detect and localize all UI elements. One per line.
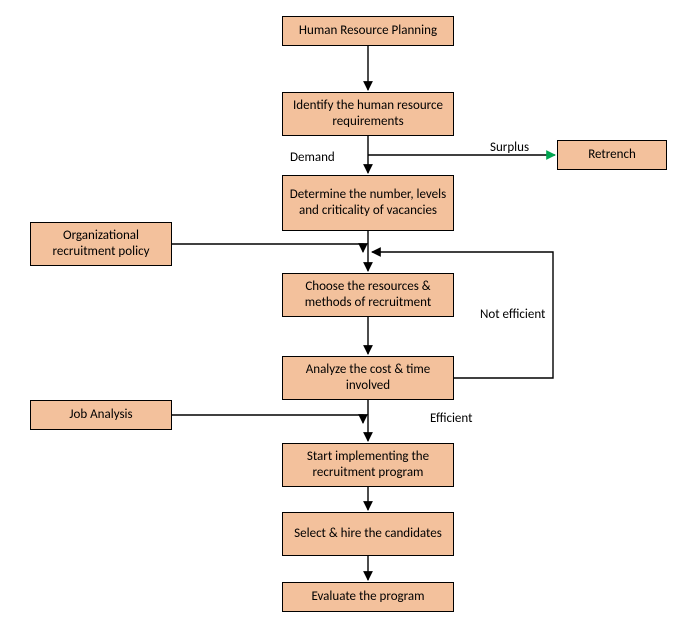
label-demand: Demand bbox=[290, 150, 335, 165]
node-implement: Start implementing the recruitment progr… bbox=[282, 443, 454, 487]
node-retrench: Retrench bbox=[557, 140, 667, 170]
node-analyze-cost: Analyze the cost & time involved bbox=[282, 356, 454, 400]
node-determine-vac: Determine the number, levels and critica… bbox=[282, 175, 454, 231]
flowchart-canvas: Human Resource Planning Identify the hum… bbox=[0, 0, 690, 623]
node-identify-req: Identify the human resource requirements bbox=[282, 92, 454, 136]
node-select-hire: Select & hire the candidates bbox=[282, 512, 454, 556]
label-not-efficient: Not efficient bbox=[480, 307, 545, 322]
node-evaluate: Evaluate the program bbox=[282, 582, 454, 612]
label-surplus: Surplus bbox=[490, 140, 529, 155]
node-job-analysis: Job Analysis bbox=[30, 400, 172, 430]
label-efficient: Efficient bbox=[430, 411, 472, 426]
node-choose-methods: Choose the resources & methods of recrui… bbox=[282, 273, 454, 317]
node-org-policy: Organizational recruitment policy bbox=[30, 222, 172, 266]
node-hr-planning: Human Resource Planning bbox=[282, 16, 454, 46]
